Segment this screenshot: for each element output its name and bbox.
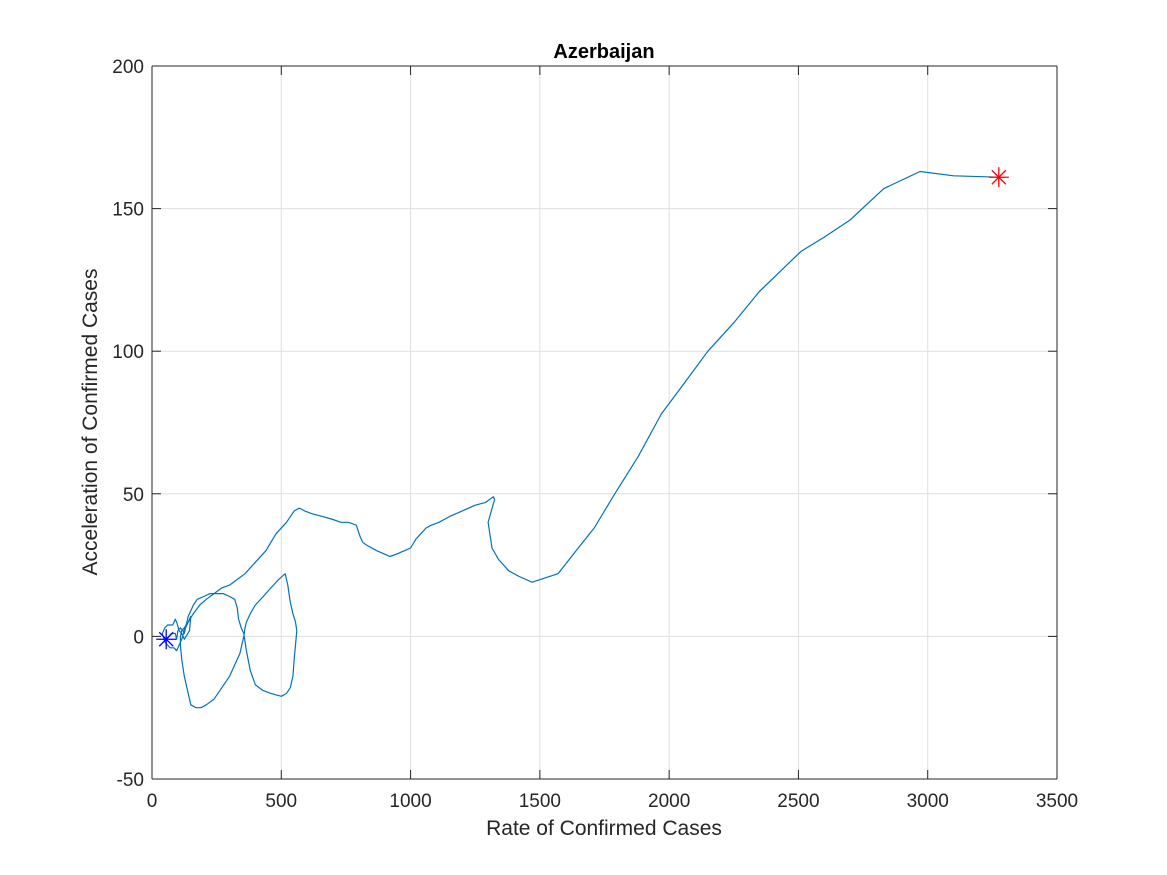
y-tick-label: 50 xyxy=(123,485,144,506)
x-tick-label: 2500 xyxy=(777,791,819,812)
plot-background xyxy=(152,66,1057,779)
x-tick-label: 3500 xyxy=(1036,791,1078,812)
x-tick-label: 0 xyxy=(147,791,158,812)
y-tick-label: 200 xyxy=(112,57,144,78)
end-marker-stroke xyxy=(991,169,1007,185)
x-tick-label: 3000 xyxy=(907,791,949,812)
end-marker xyxy=(988,167,1009,188)
series-line xyxy=(161,170,999,709)
y-tick-label: 0 xyxy=(133,627,144,648)
start-marker-stroke xyxy=(158,631,174,647)
y-axis-label: Acceleration of Confirmed Cases xyxy=(79,269,102,576)
chart-title: Azerbaijan xyxy=(553,41,654,63)
y-tick-label: -50 xyxy=(117,770,144,791)
series-group xyxy=(161,170,999,709)
x-tick-label: 2000 xyxy=(648,791,690,812)
x-tick-label: 1000 xyxy=(389,791,431,812)
x-axis-label: Rate of Confirmed Cases xyxy=(486,817,722,840)
tick-labels: 0 500 1000 1500 2000 2500 3000 3500-50050100150… xyxy=(112,57,1078,812)
start-marker xyxy=(156,629,177,650)
x-tick-label: 1500 xyxy=(519,791,561,812)
markers-group xyxy=(156,167,1009,650)
y-tick-label: 150 xyxy=(112,200,144,221)
y-tick-label: 100 xyxy=(112,342,144,363)
x-tick-label: 500 xyxy=(265,791,297,812)
axes xyxy=(151,65,1058,780)
